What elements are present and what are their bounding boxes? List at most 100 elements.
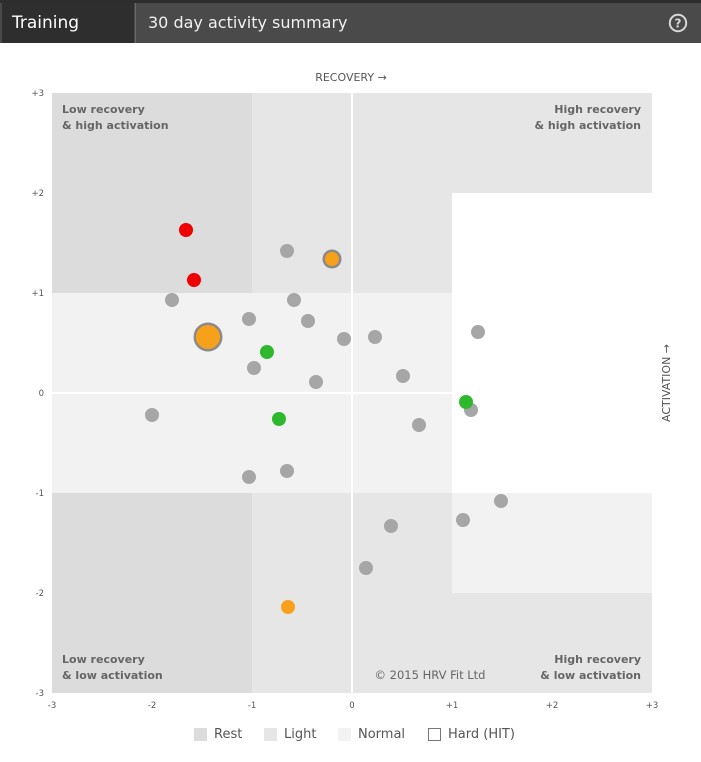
axis-lines — [52, 93, 652, 693]
legend-item-normal[interactable]: Normal — [338, 723, 405, 745]
zone-cell-normal — [252, 393, 352, 493]
zone-cell-rest — [52, 193, 152, 293]
legend-item-light[interactable]: Light — [264, 723, 316, 745]
zone-cell-rest — [152, 593, 252, 693]
quadrant-label-bottom-right: & low activation — [540, 669, 641, 682]
zone-cell-hard — [552, 293, 652, 393]
data-point-orange[interactable] — [325, 252, 339, 266]
data-point-grey[interactable] — [280, 464, 294, 478]
legend-item-rest[interactable]: Rest — [194, 723, 242, 745]
data-point-grey[interactable] — [242, 470, 256, 484]
x-axis-label: RECOVERY → — [315, 71, 387, 84]
zone-cell-hard — [552, 393, 652, 493]
zone-cell-rest — [152, 493, 252, 593]
x-tick-label: +1 — [446, 701, 459, 711]
zone-cell-rest — [152, 93, 252, 193]
quadrant-label-top-left: & high activation — [62, 119, 169, 132]
zone-cell-light — [352, 493, 452, 593]
zone-cell-rest — [152, 193, 252, 293]
quadrant-label-bottom-left: & low activation — [62, 669, 163, 682]
legend-item-hard[interactable]: Hard (HIT) — [428, 723, 515, 745]
y-tick-label: +3 — [31, 89, 44, 99]
data-point-grey[interactable] — [287, 293, 301, 307]
zone-cell-rest — [52, 493, 152, 593]
data-point-grey[interactable] — [247, 361, 261, 375]
y-tick-label: -2 — [36, 589, 44, 599]
x-tick-label: +2 — [546, 701, 559, 711]
zone-cell-light — [352, 193, 452, 293]
tab-training-guide[interactable]: Training Guide — [2, 3, 134, 73]
data-point-grey[interactable] — [359, 561, 373, 575]
zone-cell-normal — [52, 393, 152, 493]
zone-cell-normal — [352, 393, 452, 493]
zone-cell-light — [552, 593, 652, 693]
legend-label: Normal — [358, 726, 406, 742]
data-point-green[interactable] — [459, 395, 473, 409]
data-point-grey[interactable] — [280, 244, 294, 258]
zone-cell-light — [452, 93, 552, 193]
zone-cell-rest — [52, 93, 152, 193]
y-tick-label: -3 — [36, 689, 44, 699]
quadrant-label-top-right: High recovery — [554, 103, 641, 116]
data-point-orange[interactable] — [281, 600, 295, 614]
legend-label: Light — [284, 726, 317, 742]
zone-cell-hard — [452, 293, 552, 393]
top-bar: Training Guide 30 day activity summary ? — [0, 0, 701, 73]
question-circle-icon[interactable]: ? — [668, 13, 688, 33]
data-point-grey[interactable] — [412, 418, 426, 432]
zone-cells — [52, 93, 652, 693]
zone-cell-light — [352, 93, 452, 193]
legend-label: Hard (HIT) — [448, 726, 515, 742]
y-tick-label: -1 — [36, 489, 44, 499]
data-point-red[interactable] — [179, 223, 193, 237]
data-point-grey[interactable] — [309, 375, 323, 389]
page-title: 30 day activity summary — [135, 3, 348, 43]
zone-cell-light — [252, 493, 352, 593]
data-point-grey[interactable] — [384, 519, 398, 533]
quadrant-label-bottom-right: High recovery — [554, 653, 641, 666]
activity-scatter-chart: RECOVERY → ACTIVATION → Low recovery & hi… — [31, 71, 673, 711]
zone-cell-light — [252, 93, 352, 193]
data-point-grey[interactable] — [494, 494, 508, 508]
quadrant-label-top-left: Low recovery — [62, 103, 145, 116]
data-point-red[interactable] — [187, 273, 201, 287]
x-tick-label: 0 — [349, 701, 354, 711]
quadrant-labels: Low recovery & high activation High recove… — [62, 103, 641, 682]
zone-cell-light — [552, 93, 652, 193]
zone-cell-rest — [52, 593, 152, 693]
copyright-notice: © 2015 HRV Fit Ltd — [375, 668, 486, 682]
zone-cell-normal — [552, 493, 652, 593]
y-axis-label: ACTIVATION → — [660, 344, 673, 422]
data-point-grey[interactable] — [368, 330, 382, 344]
zone-cell-hard — [452, 193, 552, 293]
data-point-green[interactable] — [260, 345, 274, 359]
x-tick-label: -2 — [148, 701, 156, 711]
zone-cell-light — [352, 593, 452, 693]
quadrant-label-top-right: & high activation — [534, 119, 641, 132]
data-point-grey[interactable] — [145, 408, 159, 422]
y-tick-labels: +3 +2 +1 0 -1 -2 -3 — [31, 89, 44, 699]
quadrant-label-bottom-left: Low recovery — [62, 653, 145, 666]
data-point-grey[interactable] — [456, 513, 470, 527]
x-tick-label: +3 — [646, 701, 659, 711]
zone-cell-normal — [52, 293, 152, 393]
data-point-grey[interactable] — [337, 332, 351, 346]
data-point-grey[interactable] — [471, 325, 485, 339]
y-tick-label: +1 — [31, 289, 44, 299]
x-tick-labels: -3 -2 -1 0 +1 +2 +3 — [48, 701, 659, 711]
data-point-orange[interactable] — [196, 325, 220, 349]
data-point-grey[interactable] — [301, 314, 315, 328]
zone-cell-hard — [552, 193, 652, 293]
y-tick-label: 0 — [39, 389, 44, 399]
data-point-grey[interactable] — [242, 312, 256, 326]
x-tick-label: -1 — [248, 701, 256, 711]
zone-cell-normal — [152, 393, 252, 493]
data-point-grey[interactable] — [396, 369, 410, 383]
legend-swatch — [428, 727, 441, 741]
legend-swatch — [264, 727, 277, 741]
data-points — [145, 223, 508, 614]
legend-swatch — [194, 727, 207, 741]
data-point-green[interactable] — [272, 412, 286, 426]
data-point-grey[interactable] — [165, 293, 179, 307]
